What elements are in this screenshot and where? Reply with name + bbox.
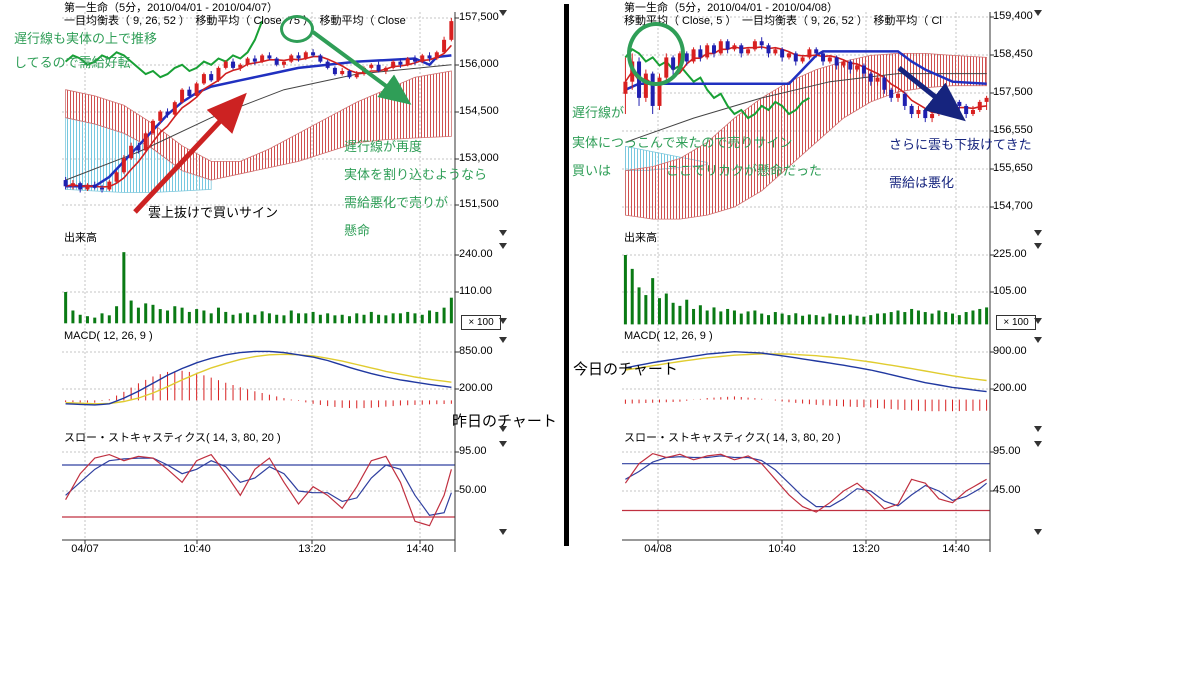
axis-scale-button[interactable] [1034,426,1042,432]
price-axis-label: 155,650 [993,162,1033,174]
highlight-circle [627,22,685,86]
price-axis-label: 158,450 [993,48,1033,60]
annotation-worse: 需給は悪化 [889,175,955,190]
annotation-profit-note: ここでリカクが懸命だった [666,163,823,178]
stoch-axis-label: 95.00 [459,445,487,457]
axis-scale-button[interactable] [499,529,507,535]
axis-scale-button[interactable] [499,426,507,432]
time-axis-label: 10:40 [183,543,211,555]
volume-section-label: 出来高 [624,232,657,244]
axis-scale-button[interactable] [499,441,507,447]
chart-title-left: 第一生命（5分，2010/04/01 - 2010/04/07） [64,2,278,14]
stoch-axis-label: 95.00 [993,445,1021,457]
time-axis-label: 04/07 [71,543,99,555]
macd-axis-label: 900.00 [993,345,1027,357]
price-axis-label: 156,000 [459,58,499,70]
stoch-axis-label: 50.00 [459,484,487,496]
price-axis-label: 154,700 [993,200,1033,212]
caption-yesterday: 昨日のチャート [452,413,557,430]
scale-multiplier-box: × 100 [461,315,501,330]
annotation-warning-1: 遅行線が再度 [344,139,423,154]
axis-scale-button[interactable] [499,243,507,249]
annotation-lagging-above: 遅行線も実体の上で推移 [14,31,158,46]
volume-axis-label: 225.00 [993,248,1027,260]
annotation-warning-2: 実体を割り込むようなら [344,167,488,182]
scale-multiplier-box: × 100 [996,315,1036,330]
annotation-warning-4: 懸命 [344,223,371,238]
chart-title-right: 第一生命（5分，2010/04/01 - 2010/04/08） [624,2,838,14]
time-axis-label: 14:40 [406,543,434,555]
annotation-sell-signal: 実体につっこんで来たので売りサイン [572,135,793,150]
annotation-warning-3: 需給悪化で売りが [344,195,449,210]
caption-today: 今日のチャート [573,361,678,378]
axis-scale-button[interactable] [499,337,507,343]
macd-axis-label: 200.00 [459,382,493,394]
time-axis-label: 13:20 [298,543,326,555]
price-axis-label: 159,400 [993,10,1033,22]
annotation-buy-signal: 雲上抜けで買いサイン [148,205,279,220]
price-axis-label: 157,500 [459,11,499,23]
axis-scale-button[interactable] [1034,337,1042,343]
macd-axis-label: 200.00 [993,382,1027,394]
axis-scale-button[interactable] [1034,243,1042,249]
axis-scale-button[interactable] [1034,10,1042,16]
stoch-axis-label: 45.00 [993,484,1021,496]
stoch-section-label: スロー・ストキャスティクス( 14, 3, 80, 20 ) [64,432,281,444]
annotation-lagging-above2: してるので需給好転 [14,55,131,70]
time-axis-label: 13:20 [852,543,880,555]
panel-divider [564,4,569,546]
annotation-lagging: 遅行線が [572,105,625,120]
volume-axis-label: 105.00 [993,285,1027,297]
volume-section-label: 出来高 [64,232,97,244]
axis-scale-button[interactable] [1034,441,1042,447]
axis-scale-button[interactable] [499,10,507,16]
stoch-section-label: スロー・ストキャスティクス( 14, 3, 80, 20 ) [624,432,841,444]
indicator-params-left: 一目均衡表（ 9, 26, 52 ） 移動平均（ Close, 75 ） 移動平… [64,15,406,27]
axis-scale-button[interactable] [1034,230,1042,236]
annotation-buy-note: 買いは [572,163,612,178]
axis-scale-button[interactable] [1034,529,1042,535]
price-axis-label: 154,500 [459,105,499,117]
time-axis-label: 04/08 [644,543,672,555]
time-axis-label: 10:40 [768,543,796,555]
charts-canvas [62,12,994,552]
price-axis-label: 157,500 [993,86,1033,98]
macd-section-label: MACD( 12, 26, 9 ) [624,330,713,342]
volume-axis-label: 110.00 [459,285,492,297]
indicator-params-right: 移動平均（ Close, 5 ） 一目均衡表（ 9, 26, 52 ） 移動平均… [624,15,942,27]
time-axis-label: 14:40 [942,543,970,555]
macd-section-label: MACD( 12, 26, 9 ) [64,330,153,342]
price-axis-label: 151,500 [459,198,499,210]
price-axis-label: 156,550 [993,124,1033,136]
highlight-circle [280,15,314,43]
annotation-cloud-break: さらに雲も下抜けてきた [889,137,1032,152]
macd-axis-label: 850.00 [459,345,493,357]
axis-scale-button[interactable] [499,318,507,324]
volume-axis-label: 240.00 [459,248,493,260]
price-axis-label: 153,000 [459,152,499,164]
axis-scale-button[interactable] [1034,318,1042,324]
axis-scale-button[interactable] [499,230,507,236]
